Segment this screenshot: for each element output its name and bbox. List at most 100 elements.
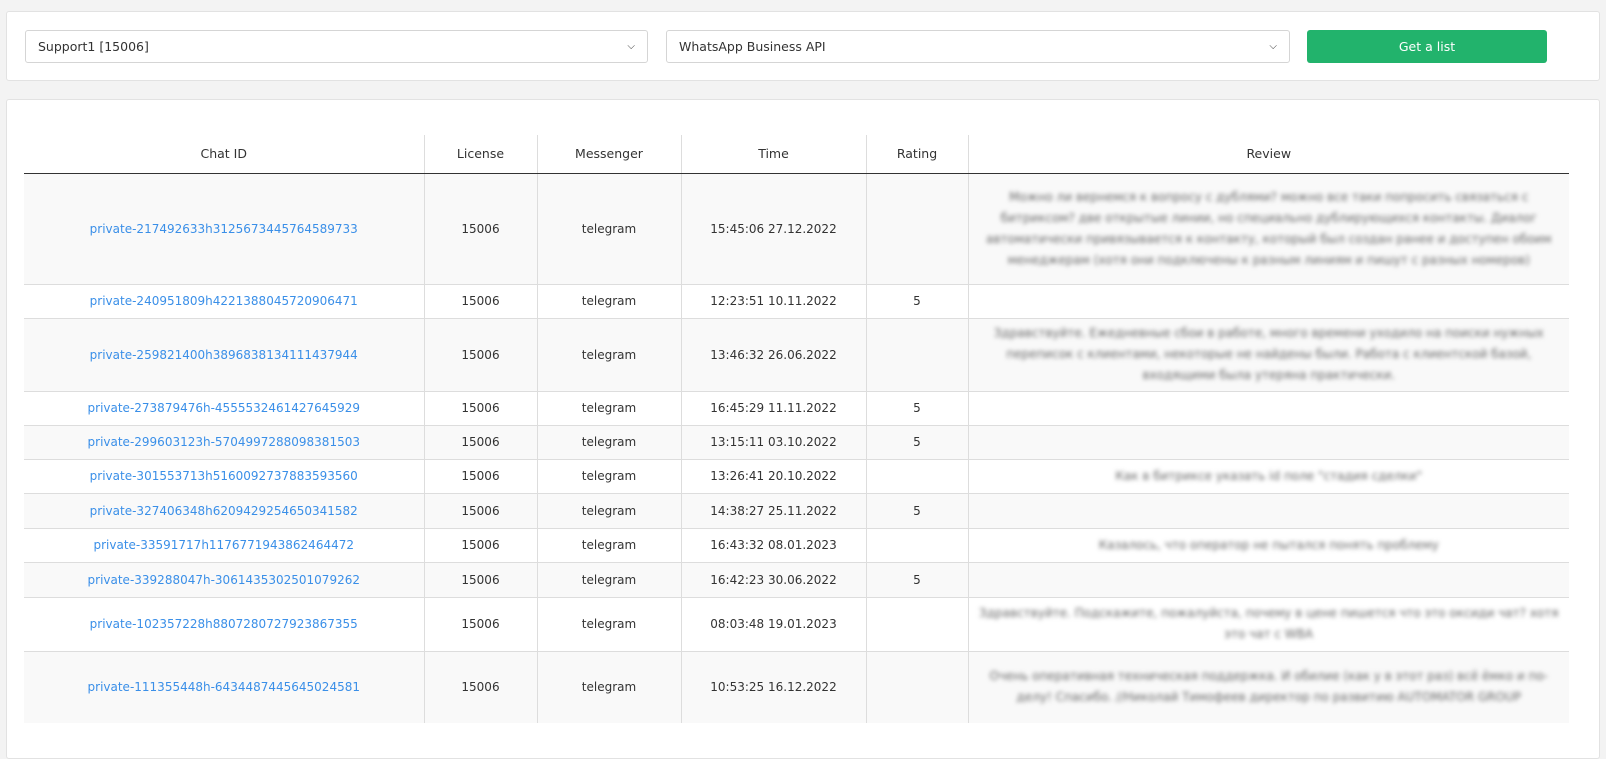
cell-messenger: telegram	[536, 596, 681, 651]
column-header-license: License	[423, 135, 537, 174]
cell-review	[967, 492, 1569, 528]
table-row: private-299603123h-5704997288098381503 15…	[24, 424, 1569, 459]
cell-messenger: telegram	[536, 172, 681, 284]
operator-select[interactable]: Support1 [15006] ⌵	[25, 30, 648, 63]
review-text: Казалось, что оператор не пытался понять…	[1098, 537, 1439, 552]
cell-time: 12:23:51 10.11.2022	[680, 283, 866, 318]
cell-time: 16:43:32 08.01.2023	[680, 527, 866, 562]
cell-license: 15006	[423, 458, 537, 493]
table-row: private-102357228h8807280727923867355 150…	[24, 596, 1569, 651]
cell-rating	[865, 527, 968, 562]
results-panel: Chat ID License Messenger Time Rating Review …	[6, 99, 1600, 759]
cell-chat-id: private-273879476h-4555532461427645929	[24, 390, 424, 425]
cell-license: 15006	[423, 390, 537, 425]
cell-rating: 5	[865, 283, 968, 318]
column-header-rating: Rating	[865, 135, 968, 174]
cell-rating	[865, 650, 968, 723]
cell-messenger: telegram	[536, 283, 681, 318]
cell-messenger: telegram	[536, 424, 681, 459]
cell-rating	[865, 458, 968, 493]
cell-messenger: telegram	[536, 390, 681, 425]
cell-time: 13:26:41 20.10.2022	[680, 458, 866, 493]
cell-chat-id: private-33591717h1176771943862464472	[24, 527, 424, 562]
cell-review	[967, 561, 1569, 597]
review-text: Как в битриксе указать id поле "стадия с…	[1115, 468, 1423, 483]
channel-value: WhatsApp Business API	[679, 39, 826, 54]
cell-messenger: telegram	[536, 458, 681, 493]
cell-license: 15006	[423, 283, 537, 318]
get-list-button[interactable]: Get a list	[1307, 30, 1547, 63]
cell-rating: 5	[865, 424, 968, 459]
table-row: private-259821400h3896838134111437944 150…	[24, 317, 1569, 391]
cell-rating	[865, 317, 968, 391]
chat-id-link[interactable]: private-259821400h3896838134111437944	[89, 347, 358, 362]
chat-id-link[interactable]: private-299603123h-5704997288098381503	[87, 435, 360, 449]
chat-id-link[interactable]: private-217492633h3125673445764589733	[89, 221, 358, 236]
cell-review	[967, 424, 1569, 459]
channel-select[interactable]: WhatsApp Business API ⌵	[666, 30, 1290, 63]
chevron-down-icon: ⌵	[1269, 41, 1277, 52]
cell-messenger: telegram	[536, 492, 681, 528]
cell-license: 15006	[423, 527, 537, 562]
review-text: Здравствуйте. Ежедневные сбои в работе, …	[993, 326, 1544, 382]
cell-license: 15006	[423, 424, 537, 459]
cell-time: 08:03:48 19.01.2023	[680, 596, 866, 651]
operator-value: Support1 [15006]	[38, 39, 149, 54]
chat-id-link[interactable]: private-327406348h6209429254650341582	[89, 503, 358, 518]
cell-license: 15006	[423, 596, 537, 651]
column-header-chat-id: Chat ID	[24, 135, 424, 174]
chat-id-link[interactable]: private-273879476h-4555532461427645929	[87, 401, 360, 415]
chat-id-link[interactable]: private-339288047h-3061435302501079262	[87, 572, 360, 587]
cell-review: Как в битриксе указать id поле "стадия с…	[967, 458, 1569, 493]
column-header-review: Review	[967, 135, 1569, 174]
cell-chat-id: private-327406348h6209429254650341582	[24, 492, 424, 528]
table-row: private-217492633h3125673445764589733 150…	[24, 172, 1569, 284]
table-row: private-301553713h5160092737883593560 150…	[24, 458, 1569, 493]
table-row: private-240951809h4221388045720906471 150…	[24, 283, 1569, 318]
cell-chat-id: private-102357228h8807280727923867355	[24, 596, 424, 651]
cell-review	[967, 390, 1569, 425]
cell-rating: 5	[865, 492, 968, 528]
cell-chat-id: private-299603123h-5704997288098381503	[24, 424, 424, 459]
table-row: private-111355448h-6434487445645024581 15…	[24, 650, 1569, 723]
table-row: private-33591717h1176771943862464472 1500…	[24, 527, 1569, 562]
cell-chat-id: private-111355448h-6434487445645024581	[24, 650, 424, 723]
column-header-messenger: Messenger	[536, 135, 681, 174]
review-text: Здравствуйте. Подскажите, пожалуйста, по…	[979, 606, 1559, 641]
cell-time: 16:45:29 11.11.2022	[680, 390, 866, 425]
cell-time: 13:15:11 03.10.2022	[680, 424, 866, 459]
cell-review: Казалось, что оператор не пытался понять…	[967, 527, 1569, 562]
cell-rating	[865, 172, 968, 284]
cell-review	[967, 283, 1569, 318]
cell-review: Можно ли вернемся к вопросу с дублями? м…	[967, 172, 1569, 284]
chat-id-link[interactable]: private-111355448h-6434487445645024581	[87, 680, 360, 695]
cell-rating	[865, 596, 968, 651]
table-row: private-273879476h-4555532461427645929 15…	[24, 390, 1569, 425]
cell-rating: 5	[865, 390, 968, 425]
chat-id-link[interactable]: private-301553713h5160092737883593560	[89, 469, 358, 483]
cell-license: 15006	[423, 172, 537, 284]
cell-rating: 5	[865, 561, 968, 597]
cell-messenger: telegram	[536, 561, 681, 597]
cell-chat-id: private-217492633h3125673445764589733	[24, 172, 424, 284]
cell-chat-id: private-339288047h-3061435302501079262	[24, 561, 424, 597]
cell-chat-id: private-301553713h5160092737883593560	[24, 458, 424, 493]
cell-chat-id: private-240951809h4221388045720906471	[24, 283, 424, 318]
cell-time: 10:53:25 16.12.2022	[680, 650, 866, 723]
chat-id-link[interactable]: private-240951809h4221388045720906471	[89, 294, 358, 308]
cell-messenger: telegram	[536, 527, 681, 562]
cell-messenger: telegram	[536, 317, 681, 391]
cell-time: 14:38:27 25.11.2022	[680, 492, 866, 528]
chevron-down-icon: ⌵	[627, 41, 635, 52]
cell-license: 15006	[423, 317, 537, 391]
column-header-time: Time	[680, 135, 866, 174]
table-row: private-339288047h-3061435302501079262 15…	[24, 561, 1569, 597]
cell-review: Здравствуйте. Ежедневные сбои в работе, …	[967, 317, 1569, 391]
cell-time: 15:45:06 27.12.2022	[680, 172, 866, 284]
chat-id-link[interactable]: private-102357228h8807280727923867355	[89, 617, 358, 631]
review-text: Можно ли вернемся к вопросу с дублями? м…	[986, 189, 1552, 267]
chat-id-link[interactable]: private-33591717h1176771943862464472	[93, 538, 354, 552]
cell-time: 13:46:32 26.06.2022	[680, 317, 866, 391]
table-row: private-327406348h6209429254650341582 150…	[24, 492, 1569, 528]
cell-time: 16:42:23 30.06.2022	[680, 561, 866, 597]
